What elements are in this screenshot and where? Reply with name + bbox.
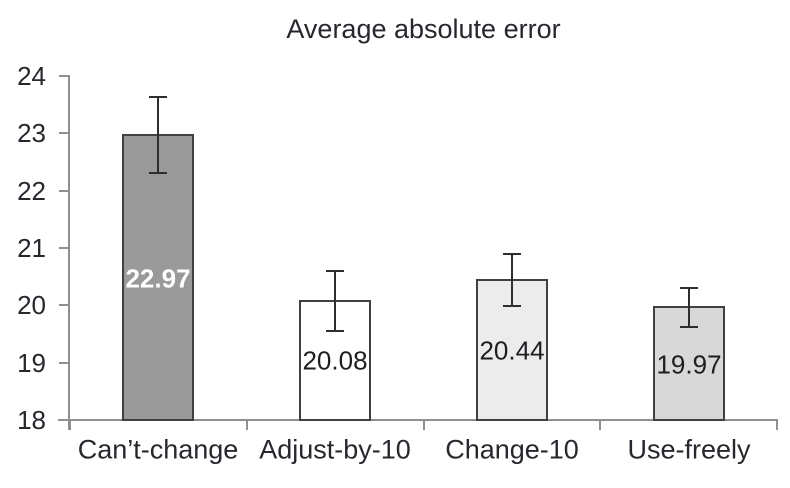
- x-tick: [599, 419, 601, 430]
- y-tick: [59, 362, 68, 364]
- error-bar-cap-bottom: [149, 172, 167, 174]
- error-bar-cap-top: [503, 253, 521, 255]
- category-label: Use-freely: [627, 434, 751, 465]
- error-bar-cap-bottom: [680, 326, 698, 328]
- chart-title: Average absolute error: [286, 14, 561, 44]
- y-tick-label: 23: [17, 118, 46, 148]
- bar-value-label: 19.97: [656, 349, 722, 380]
- x-tick: [776, 419, 778, 430]
- y-axis-line: [68, 75, 70, 430]
- y-tick: [59, 132, 68, 134]
- y-tick-label: 21: [17, 233, 46, 263]
- y-tick: [59, 190, 68, 192]
- y-tick-label: 22: [17, 176, 46, 206]
- error-bar-line: [511, 254, 513, 307]
- error-bar-cap-bottom: [326, 330, 344, 332]
- x-axis-line: [58, 419, 778, 421]
- error-bar-cap-top: [149, 96, 167, 98]
- y-tick-label: 19: [17, 348, 46, 378]
- y-tick: [59, 247, 68, 249]
- x-tick: [69, 419, 71, 430]
- bar-value-label: 22.97: [125, 263, 191, 294]
- category-label: Change-10: [445, 434, 579, 465]
- error-bar-line: [334, 271, 336, 331]
- category-label: Can’t-change: [77, 434, 239, 465]
- category-label: Adjust-by-10: [259, 434, 411, 465]
- y-tick-label: 20: [17, 290, 46, 320]
- y-tick-label: 18: [17, 405, 46, 435]
- error-bar-cap-top: [326, 270, 344, 272]
- x-tick: [246, 419, 248, 430]
- bar-value-label: 20.08: [302, 345, 368, 376]
- error-bar-line: [157, 97, 159, 173]
- bar: [122, 134, 194, 421]
- y-tick: [59, 75, 68, 77]
- y-tick: [59, 419, 68, 421]
- error-bar-line: [688, 288, 690, 327]
- y-tick-label: 24: [17, 61, 46, 91]
- y-tick: [59, 304, 68, 306]
- error-bar-cap-bottom: [503, 305, 521, 307]
- error-bar-cap-top: [680, 287, 698, 289]
- bar-value-label: 20.44: [479, 335, 545, 366]
- x-tick: [423, 419, 425, 430]
